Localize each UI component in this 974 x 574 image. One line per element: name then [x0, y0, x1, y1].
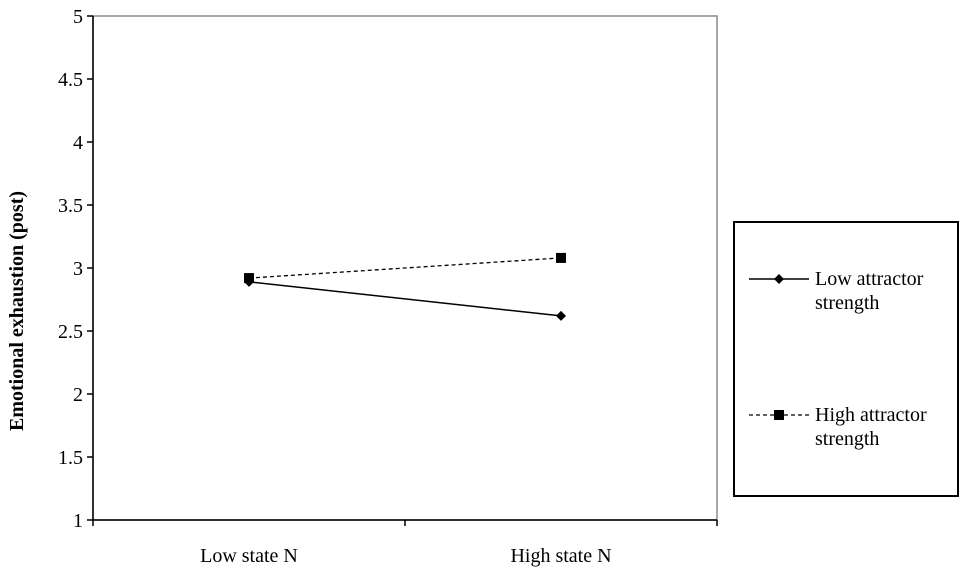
x-tick-label: High state N [510, 545, 611, 567]
x-tick-label: Low state N [200, 545, 298, 567]
y-axis-label: Emotional exhaustion (post) [6, 191, 28, 431]
legend-entry-low-attractor: Low attractor strength [749, 267, 959, 327]
y-tick-label: 1.5 [58, 447, 83, 469]
y-tick-label: 3 [73, 258, 83, 280]
series-low-attractor-strength [244, 276, 566, 321]
legend: Low attractor strength High attractor st… [733, 221, 959, 497]
legend-label-line: Low attractor [815, 268, 924, 290]
series-high-attractor-strength [244, 252, 566, 284]
legend-label-line: High attractor [815, 404, 927, 426]
y-tick-label: 5 [73, 6, 83, 28]
y-tick-label: 4.5 [58, 69, 83, 91]
legend-label-line: strength [815, 292, 880, 314]
x-axis-ticks: Low state N High state N [92, 520, 718, 567]
y-tick-label: 1 [73, 510, 83, 532]
legend-symbol-low-attractor [749, 274, 809, 284]
series-line [248, 257, 562, 279]
legend-label-high-attractor: High attractor strength [815, 403, 955, 451]
y-tick-label: 2 [73, 384, 83, 406]
y-tick-label: 4 [73, 132, 83, 154]
legend-entry-high-attractor: High attractor strength [749, 403, 959, 463]
legend-label-line: strength [815, 428, 880, 450]
y-axis-ticks: 1 1.5 2 2.5 3 3.5 4 4.5 5 [58, 6, 93, 532]
legend-label-low-attractor: Low attractor strength [815, 267, 955, 315]
data-point-square [244, 273, 254, 284]
y-tick-label: 2.5 [58, 321, 83, 343]
series-line [248, 281, 562, 317]
data-point-square [556, 252, 566, 263]
y-tick-label: 3.5 [58, 195, 83, 217]
legend-symbol-high-attractor [749, 410, 809, 420]
series-layer [244, 252, 566, 321]
data-point-diamond [556, 310, 566, 321]
